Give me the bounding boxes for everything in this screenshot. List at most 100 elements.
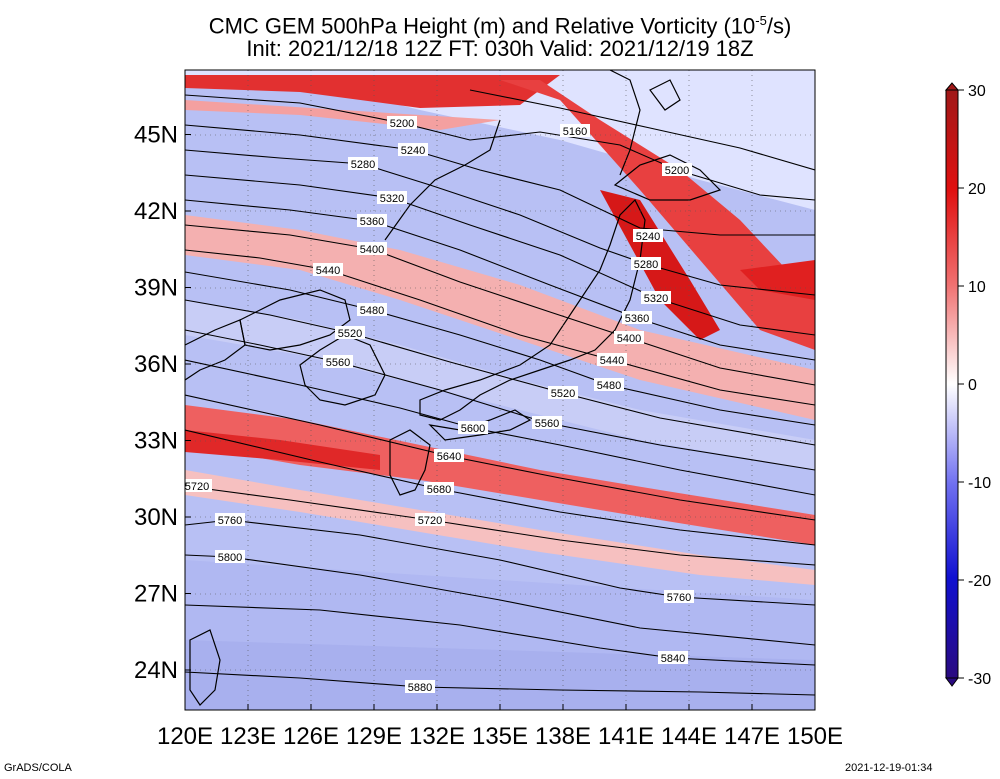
contour-label: 5520 (551, 388, 575, 400)
contour-label-bg (664, 590, 694, 603)
colorbar-label: -10 (968, 475, 991, 492)
height-contour-line (469, 89, 815, 171)
contour-label: 5440 (600, 355, 624, 367)
latitude-axis: 24N 27N 30N 33N 36N 39N 42N 45N (134, 122, 191, 684)
contour-label: 5240 (401, 145, 425, 157)
contour-label-bg (313, 263, 343, 276)
chart-title-line1: CMC GEM 500hPa Height (m) and Relative V… (0, 8, 1000, 39)
contour-label: 5840 (661, 653, 685, 665)
contour-label-bg (622, 311, 652, 324)
lon-tick-label: 123E (220, 723, 276, 750)
contour-label: 5280 (351, 159, 375, 171)
colorbar-scale (945, 89, 959, 679)
contour-label: 5320 (644, 293, 668, 305)
lon-tick-label: 129E (346, 723, 402, 750)
contour-label: 5200 (390, 118, 414, 130)
lat-tick-label: 42N (134, 198, 178, 225)
lat-tick-label: 30N (134, 504, 178, 531)
height-contour-line (185, 299, 815, 446)
contour-label-bg (641, 291, 671, 304)
contour-label-bg (215, 513, 245, 526)
contour-label-bg (387, 116, 417, 129)
contour-label: 5760 (218, 515, 242, 527)
contour-label-bg (458, 421, 488, 434)
lat-tick-label: 24N (134, 657, 178, 684)
longitude-axis: 120E 123E 126E 129E 132E 135E 138E 141E 144E 147E… (157, 704, 843, 750)
contour-label: 5320 (380, 193, 404, 205)
contour-label-bg (662, 163, 692, 176)
height-contour-line (185, 485, 815, 566)
height-contour-line (185, 249, 815, 406)
contour-label-bg (532, 416, 562, 429)
title-text: CMC GEM 500hPa Height (m) and Relative V… (208, 13, 756, 39)
contour-label: 5640 (437, 451, 461, 463)
contour-label: 5720 (418, 515, 442, 527)
lon-tick-label: 138E (535, 723, 591, 750)
contour-label: 5800 (218, 552, 242, 564)
height-contour-labels: 5160 5200 5200 5240 5240 5280 5280 5320 5320 5360… (185, 116, 694, 694)
lat-tick-label: 36N (134, 351, 178, 378)
contour-label-bg (357, 303, 387, 316)
colorbar-top-arrow (944, 82, 960, 91)
contour-label: 5360 (360, 216, 384, 228)
height-contour-line (185, 199, 815, 361)
title-exponent: -5 (755, 13, 767, 28)
lon-tick-label: 120E (157, 723, 213, 750)
contour-label: 5360 (625, 313, 649, 325)
contour-label-bg (548, 386, 578, 399)
contour-label: 5560 (326, 357, 350, 369)
contour-label-bg (215, 550, 245, 563)
contour-label: 5520 (338, 328, 362, 340)
contour-label: 5480 (597, 380, 621, 392)
contour-label: 5200 (665, 165, 689, 177)
contour-label-bg (658, 651, 688, 664)
contour-label-bg (415, 513, 445, 526)
timestamp-label: 2021-12-19-01:34 (845, 762, 933, 774)
contour-label: 5440 (316, 265, 340, 277)
contour-label-bg (614, 331, 644, 344)
contour-label: 5880 (408, 682, 432, 694)
colorbar-bottom-arrow (945, 677, 959, 687)
lat-tick-label: 39N (134, 275, 178, 302)
height-contour-line (185, 271, 815, 426)
contour-label: 5240 (636, 231, 660, 243)
contour-label: 5720 (185, 481, 209, 493)
contour-label: 5680 (427, 484, 451, 496)
colorbar-label: 10 (968, 279, 986, 296)
contour-label-bg (424, 482, 454, 495)
height-contour-line (185, 671, 815, 696)
colorbar-label: 20 (968, 181, 986, 198)
lat-tick-label: 27N (134, 581, 178, 608)
contour-label-bg (631, 257, 661, 270)
height-contour-line (185, 149, 815, 296)
colorbar-label: 0 (968, 377, 977, 394)
contour-label: 5760 (667, 592, 691, 604)
height-contour-line (185, 429, 815, 546)
contour-label-bg (633, 229, 663, 242)
contour-label: 5160 (563, 126, 587, 138)
contour-label: 5400 (360, 244, 384, 256)
contour-label-bg (185, 479, 212, 492)
contour-label: 5560 (535, 418, 559, 430)
height-contour-line (185, 604, 815, 666)
lat-tick-label: 33N (134, 428, 178, 455)
height-contour-line (185, 94, 815, 201)
contour-label-bg (560, 124, 590, 137)
lat-tick-label: 45N (134, 122, 178, 149)
chart-title-line2: Init: 2021/12/18 12Z FT: 030h Valid: 202… (246, 36, 754, 61)
lon-tick-label: 147E (724, 723, 780, 750)
contour-label: 5600 (461, 423, 485, 435)
contour-label-bg (357, 242, 387, 255)
contour-label: 5280 (634, 259, 658, 271)
height-contour-line (185, 329, 815, 471)
colorbar-label: -20 (968, 573, 991, 590)
credit-label: GrADS/COLA (4, 762, 72, 774)
contour-label: 5400 (617, 333, 641, 345)
contour-label-bg (335, 326, 365, 339)
vorticity-field: 5160 5200 5200 5240 5240 5280 5280 5320 5320 5360… (185, 70, 815, 710)
lon-tick-label: 126E (283, 723, 339, 750)
contour-label-bg (597, 353, 627, 366)
contour-label-bg (434, 449, 464, 462)
contour-label-bg (377, 191, 407, 204)
height-contour-line (185, 394, 815, 521)
